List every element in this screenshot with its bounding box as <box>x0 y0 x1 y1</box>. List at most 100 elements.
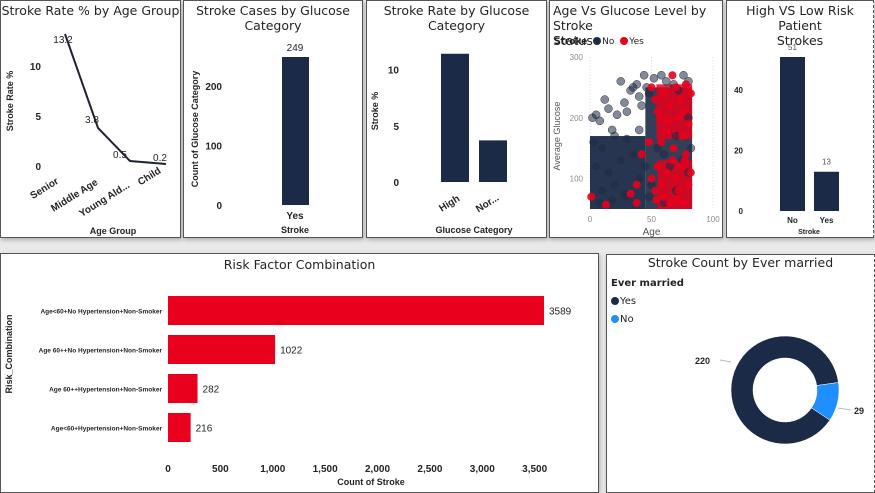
legend-dot-yes <box>611 297 619 305</box>
scatter-point-yes <box>684 119 693 128</box>
x-tick-label: Yes <box>820 216 834 225</box>
scatter-point-yes <box>637 150 646 159</box>
scatter-point-yes <box>668 156 677 165</box>
y-tick-label: 5 <box>393 122 399 133</box>
panel-stroke-rate-by-age[interactable]: Stroke Rate % by Age Group 0 5 10 Stroke Ra… <box>0 0 181 238</box>
panel-stroke-cases-by-glucose[interactable]: Stroke Cases by Glucose Category 0 100 200… <box>183 0 363 238</box>
panel-age-vs-glucose[interactable]: Age Vs Glucose Level by Stroke Status St… <box>549 0 723 238</box>
panel-ever-married[interactable]: Stroke Count by Ever married Ever marrie… <box>606 254 875 493</box>
scatter-point-no <box>662 77 671 86</box>
scatter-point-yes <box>645 138 654 147</box>
scatter-point-no <box>610 131 619 141</box>
scatter-point-no <box>628 150 638 159</box>
scatter-point-yes <box>680 156 689 165</box>
bar <box>479 140 507 182</box>
scatter-point-no <box>598 143 607 153</box>
chart-title: Risk Factor Combination <box>223 257 376 272</box>
leader-line <box>837 407 852 411</box>
chart-title: Stroke Rate by Glucose Category <box>383 3 530 33</box>
y-tick-label: 0 <box>216 201 222 212</box>
scatter-point-no <box>622 134 632 144</box>
x-tick-label: 0 <box>165 464 171 475</box>
data-label: 13.2 <box>53 35 73 46</box>
scatter-point-yes <box>662 125 671 134</box>
scatter-point-no <box>598 186 607 196</box>
bar <box>168 296 544 325</box>
bar-chart: 0 100 200 Count of Glucose Category 249 Yes St… <box>190 43 309 235</box>
donut-chart: 220 29 <box>695 335 864 445</box>
scatter-point-no <box>686 143 696 153</box>
bar <box>441 53 469 182</box>
scatter-point-no <box>644 192 654 202</box>
scatter-point-no <box>637 101 646 110</box>
legend-label-yes[interactable]: Yes <box>629 37 644 47</box>
legend-dot-no <box>611 315 619 323</box>
x-axis-title: Age <box>643 227 661 238</box>
scatter-point-yes <box>674 113 683 122</box>
scatter-point-yes <box>681 80 690 89</box>
chart-title: High VS Low Risk Patient Strokes <box>746 3 854 48</box>
scatter-point-yes <box>662 168 671 177</box>
scatter-point-yes <box>659 89 668 98</box>
panel-stroke-rate-by-glucose[interactable]: Stroke Rate by Glucose Category 0 5 10 Stro… <box>366 0 547 238</box>
legend-item-yes[interactable]: Yes <box>611 293 684 311</box>
y-tick-label: Age<60+No Hypertension+Non-Smoker <box>40 309 162 316</box>
scatter-point-yes <box>601 200 610 209</box>
legend-dot-no <box>593 37 602 45</box>
legend-label-no[interactable]: No <box>602 37 615 47</box>
x-axis-title: Stroke <box>798 229 820 236</box>
scatter-point-yes <box>656 113 665 122</box>
scatter-point-yes <box>665 198 674 207</box>
line-series <box>64 33 167 165</box>
y-axis-title: Stroke Rate % <box>5 71 15 132</box>
scatter-point-yes <box>587 192 596 201</box>
x-tick-label: 3,000 <box>470 464 495 475</box>
donut-legend: Ever married Yes No <box>611 275 684 329</box>
scatter-chart: 0 50 100 100 200 300 Average Glucose Age <box>552 53 720 238</box>
y-tick-label: 10 <box>388 66 400 77</box>
y-tick-label: 0 <box>739 207 744 216</box>
donut-slice-yes <box>730 335 839 445</box>
legend-title: Ever married <box>611 278 684 289</box>
y-axis-title: Stroke % <box>370 92 380 131</box>
scatter-point-yes <box>653 107 662 116</box>
scatter-point-yes <box>651 95 660 104</box>
legend-item-no[interactable]: No <box>611 311 684 329</box>
scatter-point-no <box>634 125 644 135</box>
scatter-point-yes <box>652 195 661 204</box>
data-label: 216 <box>196 424 213 435</box>
chart-title: Stroke Rate % by Age Group <box>1 3 180 18</box>
data-label: 0.2 <box>153 153 167 164</box>
chart-title: Stroke Count by Ever married <box>647 255 834 270</box>
bar <box>814 171 839 211</box>
x-tick-label: 1,500 <box>313 464 338 475</box>
data-label: 13 <box>822 158 831 167</box>
y-tick-label: 10 <box>30 62 42 73</box>
bar-chart: 0 5 10 Stroke % High Nor... Glucose Category <box>370 53 513 235</box>
y-tick-label: 40 <box>734 86 743 95</box>
x-tick-label: 3,500 <box>522 464 547 475</box>
scatter-point-no <box>612 110 622 120</box>
scatter-point-no <box>653 143 662 153</box>
scatter-point-yes <box>674 186 683 195</box>
scatter-point-yes <box>647 174 656 183</box>
scatter-point-yes <box>653 162 662 171</box>
scatter-point-yes <box>681 150 690 159</box>
x-tick-label: 1,000 <box>260 464 285 475</box>
y-tick-label: Age 60++Hypertension+Non-Smoker <box>49 387 162 394</box>
x-axis-title: Glucose Category <box>435 225 512 235</box>
scatter-point-no <box>620 98 629 107</box>
scatter-point-yes <box>665 101 674 110</box>
data-label: 0.5 <box>113 150 127 161</box>
bar <box>168 413 191 442</box>
legend-label-yes: Yes <box>620 296 637 307</box>
legend-label-no: No <box>620 314 634 325</box>
data-label: 3589 <box>549 307 572 318</box>
y-axis-title: Risk_Combination <box>4 314 14 393</box>
panel-risk-factor-combination[interactable]: Risk Factor Combination Risk_Combination… <box>0 253 599 493</box>
scatter-point-yes <box>632 180 641 189</box>
panel-high-vs-low-risk[interactable]: High VS Low Risk Patient Strokes 0 20 40 51… <box>726 0 874 238</box>
scatter-point-yes <box>684 180 693 189</box>
bar <box>282 57 309 205</box>
